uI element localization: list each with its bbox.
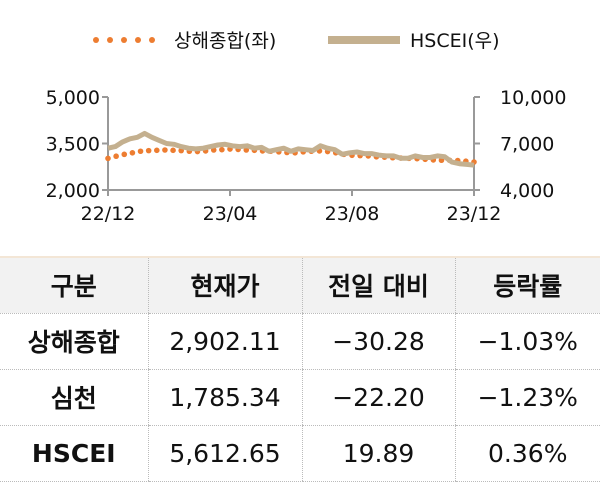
shanghai-data-point xyxy=(145,147,152,154)
cell-name: 심천 xyxy=(0,369,148,426)
header-price: 현재가 xyxy=(147,257,302,314)
left-y-tick-label: 5,000 xyxy=(46,87,100,109)
legend-item-shanghai: 상해종합(좌) xyxy=(92,26,276,53)
cell-rate: 0.36% xyxy=(454,425,600,482)
right-y-tick-label: 10,000 xyxy=(500,87,566,109)
table-row: 상해종합 2,902.11 −30.28 −1.03% xyxy=(0,313,600,370)
cell-rate: −1.03% xyxy=(454,313,600,370)
cell-price: 5,612.65 xyxy=(147,425,302,482)
right-y-tick-label: 7,000 xyxy=(500,134,554,156)
x-tick-label: 23/12 xyxy=(447,203,502,225)
table-row: 심천 1,785.34 −22.20 −1.23% xyxy=(0,369,600,426)
shanghai-data-point xyxy=(162,147,168,153)
legend-label: HSCEI(우) xyxy=(410,30,500,52)
legend-line-marker xyxy=(328,35,400,44)
cell-name: 상해종합 xyxy=(0,313,148,370)
shanghai-data-point xyxy=(137,148,144,155)
legend-item-hscei: HSCEI(우) xyxy=(328,26,500,53)
header-change: 전일 대비 xyxy=(301,257,455,314)
x-tick-label: 22/12 xyxy=(81,203,136,225)
right-y-tick-label: 4,000 xyxy=(500,180,554,202)
header-category: 구분 xyxy=(0,257,148,314)
cell-price: 2,902.11 xyxy=(147,313,302,370)
x-tick-label: 23/04 xyxy=(203,203,258,225)
header-rate: 등락률 xyxy=(454,257,600,314)
cell-rate: −1.23% xyxy=(454,369,600,426)
shanghai-data-point xyxy=(113,153,119,160)
shanghai-data-point xyxy=(121,151,128,158)
hscei-line xyxy=(107,130,475,168)
cell-change: −22.20 xyxy=(301,369,455,426)
cell-change: −30.28 xyxy=(301,313,455,370)
line-chart: 5,000 3,500 2,000 10,000 7,000 4,000 22/12 23/0… xyxy=(46,87,567,225)
cell-price: 1,785.34 xyxy=(147,369,302,426)
cell-name: HSCEI xyxy=(0,425,148,482)
shanghai-data-point xyxy=(154,147,160,154)
shanghai-data-point xyxy=(129,150,136,156)
cell-change: 19.89 xyxy=(301,425,455,482)
x-tick-label: 23/08 xyxy=(325,203,380,225)
legend-label: 상해종합(좌) xyxy=(174,30,277,52)
table-row: HSCEI 5,612.65 19.89 0.36% xyxy=(0,425,600,482)
table-header-row: 구분 현재가 전일 대비 등락률 xyxy=(0,257,600,314)
chart-legend: 상해종합(좌) HSCEI(우) xyxy=(0,26,600,56)
shanghai-data-point xyxy=(170,147,176,154)
shanghai-data-point xyxy=(219,146,225,153)
left-y-tick-label: 3,500 xyxy=(46,134,100,156)
left-y-tick-label: 2,000 xyxy=(46,180,100,202)
index-table: 구분 현재가 전일 대비 등락률 상해종합 2,902.11 −30.28 −1… xyxy=(0,256,600,482)
legend-dotted-marker xyxy=(93,36,155,43)
shanghai-data-point xyxy=(105,155,111,162)
